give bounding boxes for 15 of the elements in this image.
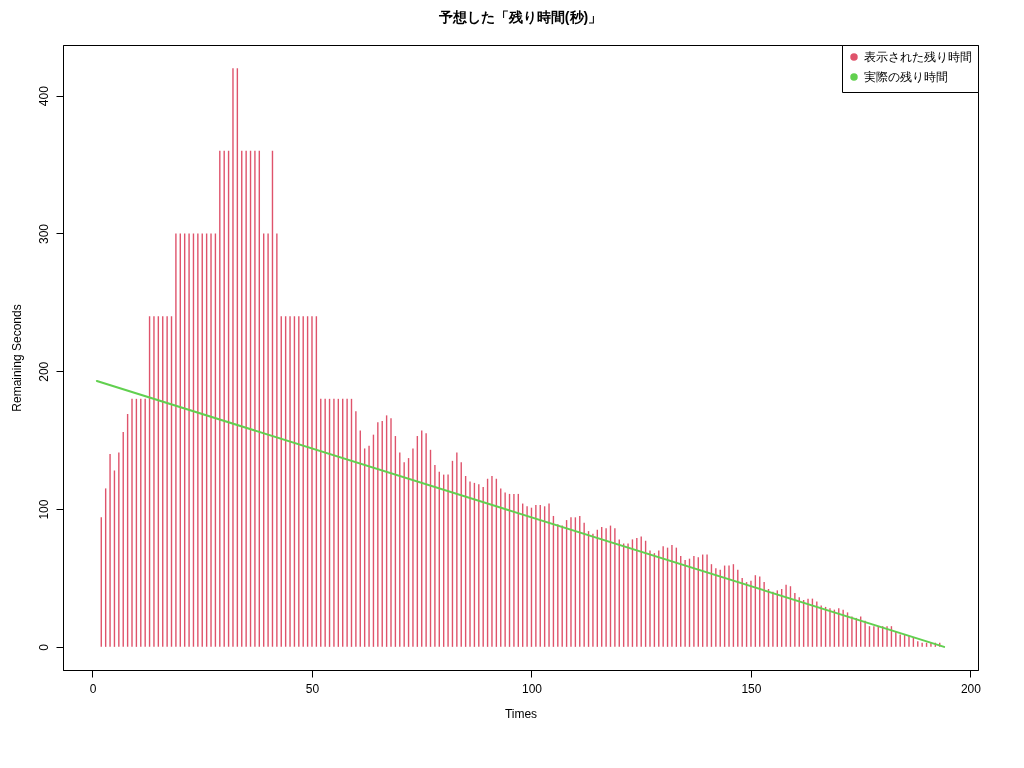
- y-tick-label: 0: [36, 643, 51, 651]
- y-tick-label: 200: [36, 361, 51, 382]
- y-axis-title: Remaining Seconds: [9, 304, 24, 412]
- x-tick-label: 0: [89, 681, 97, 696]
- y-tick-label: 300: [36, 223, 51, 245]
- legend-label: 実際の残り時間: [864, 70, 948, 84]
- y-tick-label: 400: [36, 85, 51, 107]
- x-tick-label: 100: [521, 681, 543, 696]
- x-axis-title: Times: [504, 706, 538, 721]
- chart-title: 予想した「残り時間(秒)」: [437, 8, 603, 25]
- legend-label: 表示された残り時間: [864, 50, 972, 64]
- x-tick-label: 200: [960, 681, 982, 696]
- x-tick-label: 50: [305, 681, 320, 696]
- x-tick-label: 150: [741, 681, 762, 696]
- y-tick-label: 100: [36, 499, 51, 520]
